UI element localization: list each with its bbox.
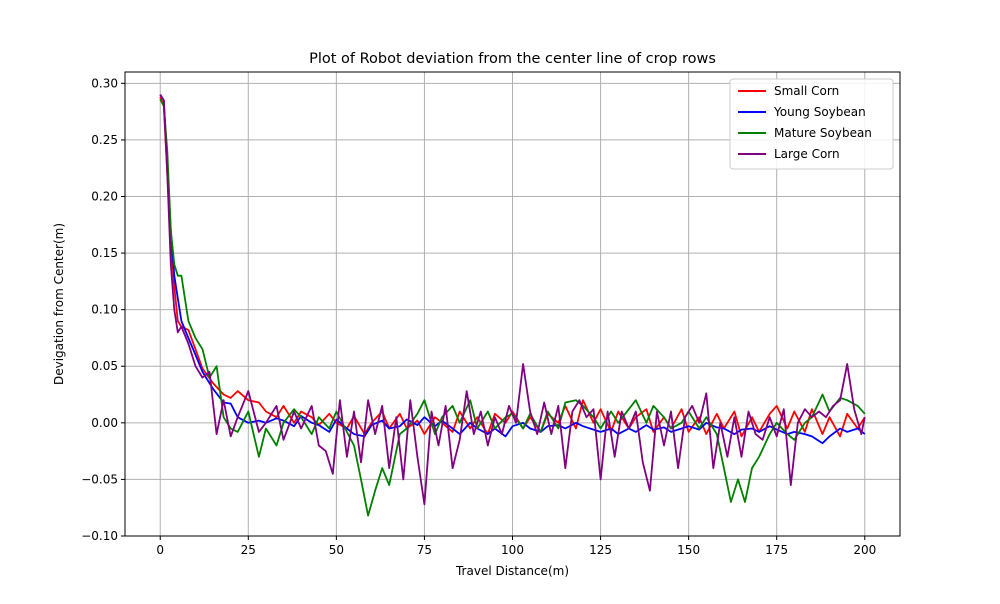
chart-title: Plot of Robot deviation from the center … [309,51,716,67]
x-tick-label: 50 [329,543,344,557]
series-lines [159,94,866,517]
legend-label: Mature Soybean [774,126,872,140]
x-tick-label: 175 [765,543,788,557]
y-axis-label: Devigation from Center(m) [52,223,66,385]
y-tick-label: 0.25 [91,133,118,147]
y-tick-label: 0.30 [91,76,118,90]
y-tick-label: −0.10 [81,529,118,543]
legend-label: Large Corn [774,147,840,161]
legend: Small Corn Young Soybean Mature Soybean Lar… [729,78,894,170]
x-tick-label: 100 [501,543,524,557]
y-tick-label: 0.20 [91,189,118,203]
legend-box [729,78,894,170]
x-tick-label: 150 [677,543,700,557]
y-axis-ticks: −0.10 −0.05 0.00 0.05 0.10 0.15 0.20 0.25 0.30 [81,76,125,543]
y-tick-label: 0.10 [91,303,118,317]
x-axis-ticks: 0 25 50 75 100 125 150 175 200 [156,536,876,557]
series-line-mature-soybean [159,98,866,517]
x-tick-label: 75 [417,543,432,557]
y-tick-label: 0.15 [91,246,118,260]
x-tick-label: 25 [241,543,256,557]
y-tick-label: 0.05 [91,359,118,373]
x-tick-label: 125 [589,543,612,557]
x-tick-label: 200 [853,543,876,557]
legend-label: Young Soybean [773,105,866,119]
x-axis-label: Travel Distance(m) [455,564,569,578]
series-line-small-corn [159,96,866,438]
y-tick-label: −0.05 [81,472,118,486]
y-tick-label: 0.00 [91,416,118,430]
series-line-large-corn [159,94,866,506]
x-tick-label: 0 [156,543,164,557]
legend-label: Small Corn [774,84,839,98]
